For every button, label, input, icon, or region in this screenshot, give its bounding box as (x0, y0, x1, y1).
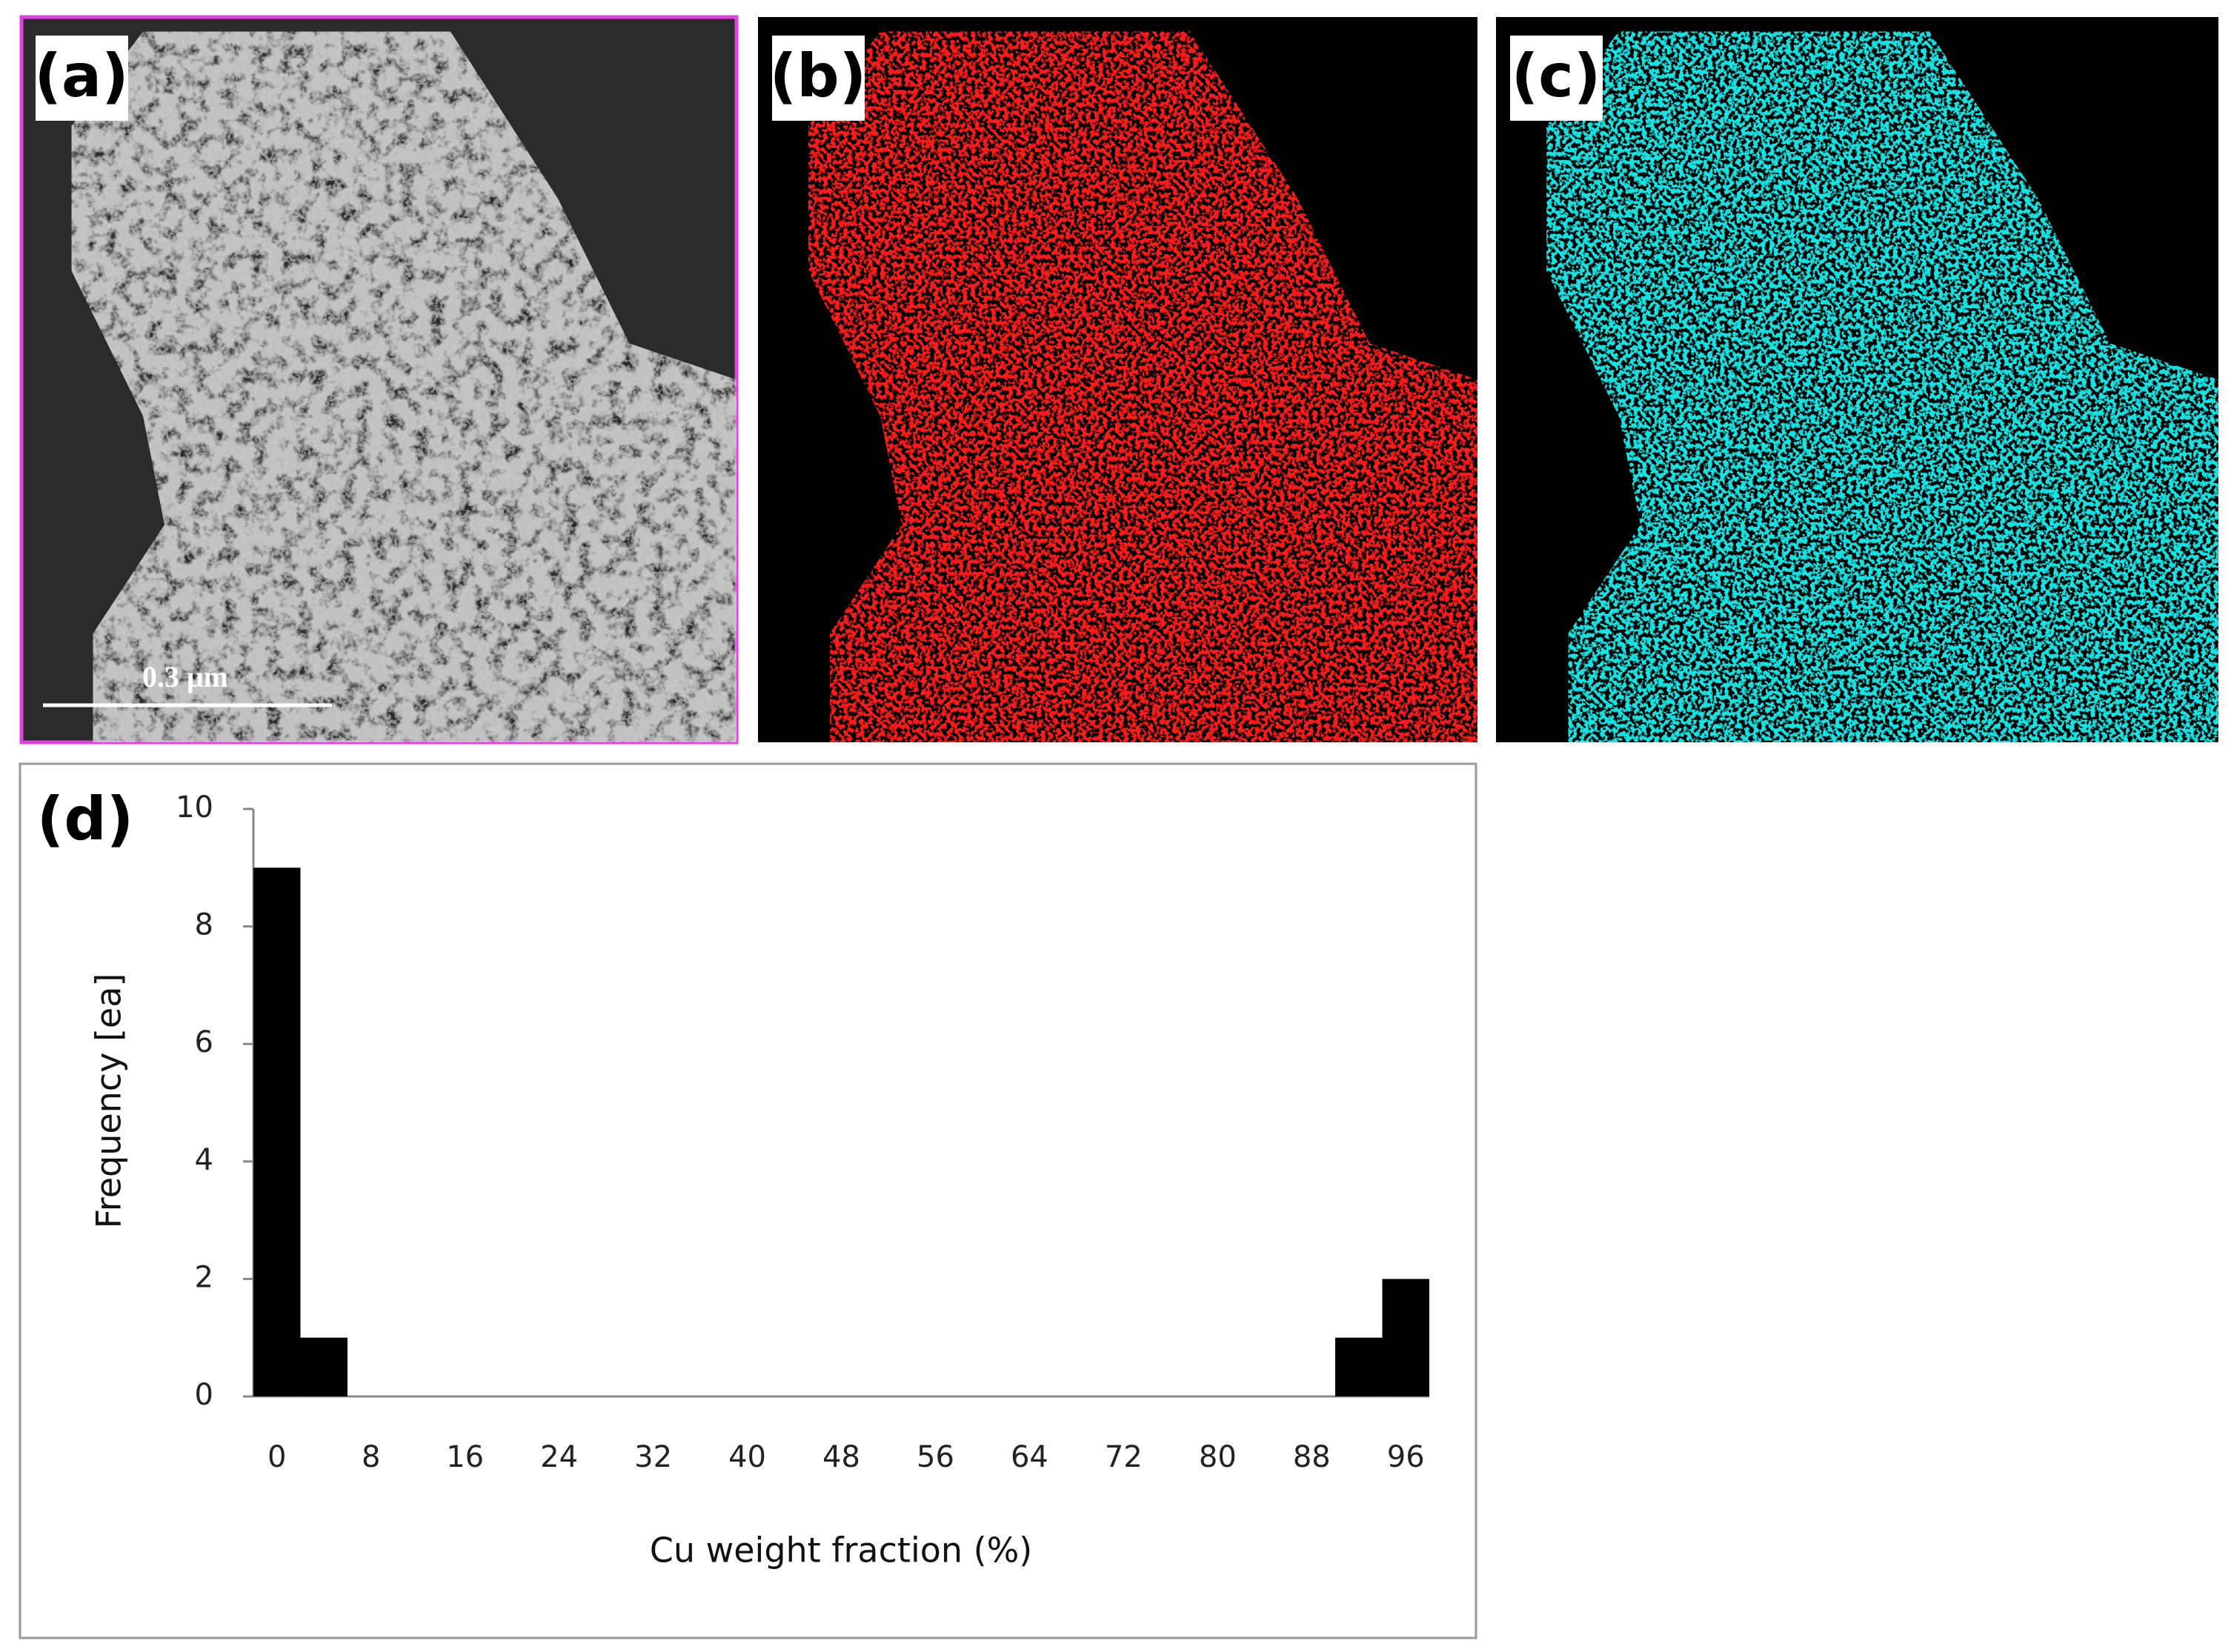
panel-label: (c) (1512, 41, 1601, 110)
x-tick-label: 24 (540, 1440, 578, 1474)
panel-label: (d) (37, 785, 133, 853)
x-tick-label: 32 (634, 1440, 672, 1474)
scale-bar-label: 0.3 μm (142, 660, 228, 693)
x-axis-label: Cu weight fraction (%) (650, 1531, 1033, 1571)
panel-label-box (1510, 36, 1603, 121)
bar (1382, 1279, 1429, 1396)
panel-label: (b) (770, 41, 866, 110)
y-tick-label: 8 (195, 908, 213, 942)
y-tick-label: 4 (195, 1143, 213, 1177)
x-tick-label: 0 (267, 1440, 286, 1474)
x-tick-label: 16 (446, 1440, 484, 1474)
x-tick-label: 96 (1387, 1440, 1425, 1474)
x-tick-label: 80 (1199, 1440, 1237, 1474)
panel-label-box (772, 36, 865, 121)
y-tick-label: 2 (195, 1260, 213, 1294)
y-tick-label: 6 (195, 1025, 213, 1059)
x-tick-label: 88 (1293, 1440, 1331, 1474)
sample-region (1546, 31, 2218, 742)
x-tick-label: 40 (728, 1440, 766, 1474)
x-tick-label: 64 (1011, 1440, 1048, 1474)
bar (1335, 1337, 1383, 1396)
x-tick-label: 56 (917, 1440, 954, 1474)
y-axis-label: Frequency [ea] (89, 973, 129, 1229)
chart-frame (19, 762, 1477, 1639)
y-tick-label: 0 (195, 1378, 213, 1412)
bar (300, 1337, 348, 1396)
panel-label: (a) (34, 41, 128, 110)
bar (253, 867, 301, 1396)
y-tick-label: 10 (176, 790, 213, 825)
x-tick-label: 72 (1105, 1440, 1143, 1474)
sample-region (808, 31, 1477, 742)
panel-label-box (36, 36, 128, 121)
x-tick-label: 48 (822, 1440, 860, 1474)
x-tick-label: 8 (362, 1440, 380, 1474)
sample-region (71, 31, 737, 742)
